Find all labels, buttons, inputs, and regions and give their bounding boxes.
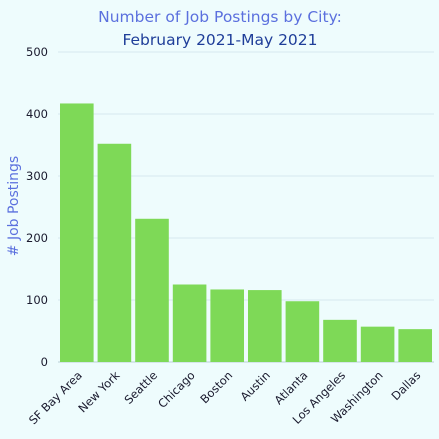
y-axis-title: # Job Postings bbox=[6, 156, 22, 256]
y-tick-label: 500 bbox=[26, 45, 48, 59]
bar bbox=[323, 319, 357, 362]
bar bbox=[210, 289, 244, 362]
bar bbox=[60, 103, 94, 363]
bar bbox=[248, 290, 282, 362]
bar bbox=[285, 301, 320, 362]
bar bbox=[398, 329, 432, 362]
y-tick-label: 400 bbox=[26, 107, 48, 121]
bar bbox=[135, 218, 169, 362]
chart-title: Number of Job Postings by City: bbox=[98, 8, 342, 26]
y-tick-label: 300 bbox=[26, 169, 48, 183]
y-axis-ticks: 0 100 200 300 400 500 bbox=[26, 45, 48, 369]
bar bbox=[97, 143, 132, 362]
bars bbox=[60, 103, 432, 363]
bar bbox=[360, 326, 395, 362]
chart-subtitle: February 2021-May 2021 bbox=[122, 31, 317, 49]
y-tick-label: 100 bbox=[26, 293, 48, 307]
bar bbox=[172, 284, 207, 362]
y-tick-label: 0 bbox=[41, 355, 48, 369]
y-tick-label: 200 bbox=[26, 231, 48, 245]
